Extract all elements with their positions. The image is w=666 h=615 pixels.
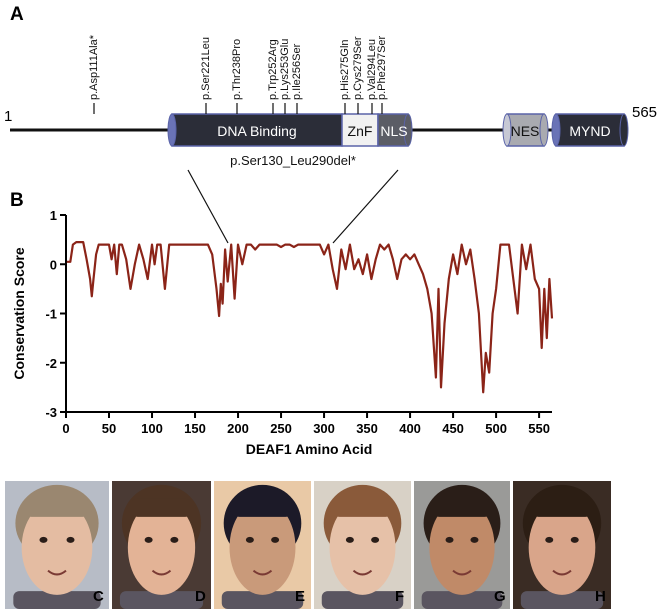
- x-axis-title: DEAF1 Amino Acid: [246, 441, 373, 457]
- conservation-chart: 1 0 -1 -2 -3 0 50 100 150 200 250 300 350 400 450 500 5…: [11, 208, 554, 457]
- mutation-label: p.Asp111Ala*: [88, 34, 100, 100]
- patient-photo-d: D: [112, 481, 211, 609]
- connector-line-right: [332, 169, 399, 244]
- x-tick-label: 550: [528, 421, 550, 436]
- domain-mynd-label: MYND: [569, 123, 610, 139]
- y-axis-title: Conservation Score: [11, 247, 27, 379]
- mutation-label: p.Ile256Ser: [291, 43, 303, 100]
- domain-nls-label: NLS: [380, 123, 407, 139]
- photo-letter: C: [93, 588, 104, 605]
- x-tick-label: 300: [313, 421, 335, 436]
- x-tick-label: 50: [102, 421, 116, 436]
- panel-a-letter: A: [10, 4, 24, 25]
- x-tick-label: 100: [141, 421, 163, 436]
- conservation-series-line: [66, 241, 554, 394]
- photo-letter: D: [195, 588, 206, 605]
- domain-mynd: MYND: [551, 113, 629, 147]
- mutation-label: p.Trp252Arg: [267, 39, 279, 100]
- domain-dna-binding-label: DNA Binding: [217, 123, 296, 139]
- patient-photo-g: G: [414, 481, 510, 609]
- mutation-label: p.Ser221Leu: [200, 37, 212, 100]
- protein-end-label: 565: [632, 104, 657, 121]
- x-tick-label: 400: [399, 421, 421, 436]
- photo-letter: G: [494, 588, 506, 605]
- panel-b-letter: B: [10, 190, 24, 211]
- mutation-label: p.Val294Leu: [366, 39, 378, 100]
- photo-letter: H: [595, 588, 606, 605]
- x-tick-label: 350: [356, 421, 378, 436]
- y-tick-label: -2: [45, 356, 57, 371]
- x-tick-label: 450: [442, 421, 464, 436]
- mutation-label: p.His275Gln: [339, 39, 351, 100]
- mutation-label: p.Cys279Ser: [352, 36, 364, 100]
- domain-nls: NLS: [377, 113, 413, 147]
- mutation-label: p.Lys253Glu: [279, 39, 291, 100]
- domain-dna-binding: DNA Binding: [167, 113, 343, 147]
- y-tick-label: 0: [50, 257, 57, 272]
- mutation-label: p.Thr238Pro: [231, 39, 243, 100]
- x-tick-label: 0: [62, 421, 69, 436]
- domain-znf: ZnF: [341, 113, 379, 147]
- protein-start-label: 1: [4, 108, 12, 125]
- deletion-label: p.Ser130_Leu290del*: [230, 153, 356, 168]
- x-tick-label: 200: [227, 421, 249, 436]
- mutation-markers: p.Asp111Ala* p.Ser221Leu p.Thr238Pro p.T…: [88, 34, 388, 114]
- patient-photos: C D E F G H: [5, 481, 611, 609]
- patient-photo-c: C: [5, 481, 109, 609]
- photo-letter: F: [395, 588, 404, 605]
- y-tick-label: -1: [45, 307, 57, 322]
- domain-znf-label: ZnF: [348, 123, 373, 139]
- x-tick-label: 250: [270, 421, 292, 436]
- patient-photo-h: H: [513, 481, 611, 609]
- domain-nes: NES: [502, 113, 549, 147]
- domain-nes-label: NES: [511, 123, 540, 139]
- y-tick-label: -3: [45, 405, 57, 420]
- connector-line-left: [187, 169, 229, 244]
- x-tick-label: 150: [184, 421, 206, 436]
- mutation-label: p.Phe297Ser: [376, 35, 388, 100]
- patient-photo-e: E: [214, 481, 311, 609]
- y-tick-label: 1: [50, 208, 57, 223]
- x-tick-label: 500: [485, 421, 507, 436]
- patient-photo-f: F: [314, 481, 411, 609]
- photo-letter: E: [295, 588, 305, 605]
